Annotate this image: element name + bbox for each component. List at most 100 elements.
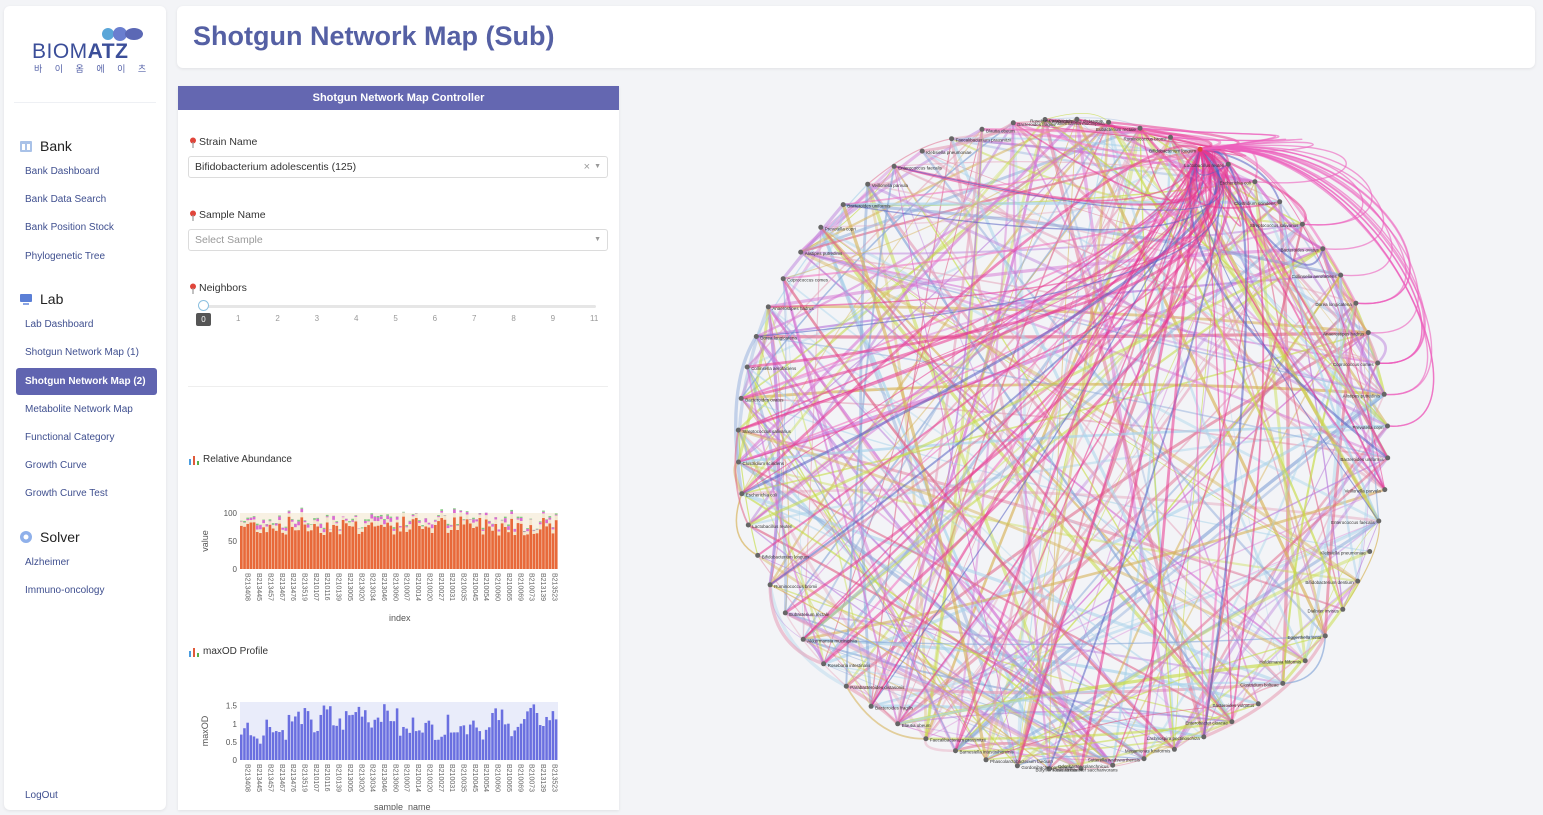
network-node[interactable] — [1042, 117, 1048, 122]
network-node[interactable] — [1255, 701, 1261, 707]
abundance-bar-segment — [246, 517, 250, 519]
chevron-down-icon[interactable]: ▼ — [594, 163, 601, 170]
maxod-bar — [357, 706, 361, 760]
network-node[interactable] — [1375, 360, 1381, 366]
sidebar-item-functional-category[interactable]: Functional Category — [25, 432, 115, 443]
network-node[interactable] — [1229, 719, 1235, 725]
network-node[interactable] — [738, 395, 744, 401]
abundance-bar-segment — [519, 516, 523, 518]
sample-name-select[interactable]: Select Sample ▼ — [188, 229, 608, 251]
network-node[interactable] — [1365, 330, 1371, 336]
network-node[interactable] — [1338, 272, 1344, 278]
network-node[interactable] — [1074, 116, 1080, 122]
network-node[interactable] — [1299, 221, 1305, 227]
neighbors-slider-handle[interactable] — [198, 300, 209, 311]
network-node[interactable] — [1201, 734, 1207, 740]
network-node[interactable] — [1010, 120, 1016, 126]
network-node[interactable] — [1197, 146, 1203, 152]
sidebar-item-growth-curve[interactable]: Growth Curve — [25, 460, 87, 471]
network-edge — [845, 685, 926, 740]
network-node[interactable] — [979, 126, 985, 132]
network-node[interactable] — [1280, 680, 1286, 686]
strain-name-select[interactable]: Bifidobacterium adolescentis (125) × ▼ — [188, 156, 608, 178]
sidebar-item-bank-position-stock[interactable]: Bank Position Stock — [25, 222, 114, 233]
sidebar-item-growth-curve-test[interactable]: Growth Curve Test — [25, 488, 108, 499]
network-node[interactable] — [1252, 179, 1258, 185]
network-node[interactable] — [1320, 246, 1326, 252]
abundance-bar-segment — [526, 528, 529, 532]
network-node-label: Gordonibacter pamelaeae — [1021, 765, 1074, 770]
abundance-bar-segment — [344, 518, 348, 521]
network-node[interactable] — [843, 683, 849, 689]
network-node[interactable] — [1376, 518, 1382, 524]
network-node[interactable] — [1046, 766, 1052, 772]
network-node[interactable] — [1322, 633, 1328, 639]
network-nodes[interactable]: Faecalibacterium prausnitzii Blautia obeu… — [735, 116, 1391, 773]
network-node[interactable] — [1277, 199, 1283, 205]
network-node[interactable] — [1137, 125, 1143, 131]
network-node[interactable] — [745, 522, 751, 528]
network-node[interactable] — [1302, 658, 1308, 664]
network-node[interactable] — [780, 276, 786, 282]
network-node[interactable] — [821, 661, 827, 667]
sidebar-item-immuno-oncology[interactable]: Immuno-oncology — [25, 585, 105, 596]
network-node[interactable] — [818, 224, 824, 230]
logout-link[interactable]: LogOut — [25, 790, 58, 801]
abundance-bar-segment — [360, 531, 364, 569]
network-node[interactable] — [949, 136, 955, 142]
network-edge — [1200, 147, 1429, 396]
network-node[interactable] — [767, 582, 773, 588]
network-node[interactable] — [753, 334, 759, 339]
network-node[interactable] — [983, 757, 989, 763]
network-node[interactable] — [782, 610, 788, 616]
network-node[interactable] — [1385, 455, 1391, 461]
network-node[interactable] — [736, 459, 741, 465]
maxod-bar — [348, 715, 351, 760]
network-node[interactable] — [744, 364, 750, 370]
network-node[interactable] — [1385, 423, 1390, 429]
network-node[interactable] — [895, 721, 901, 727]
network-node[interactable] — [919, 148, 925, 154]
network-node[interactable] — [891, 163, 897, 169]
network-node[interactable] — [765, 304, 771, 310]
sidebar-item-shotgun-network-map-1[interactable]: Shotgun Network Map (1) — [25, 347, 139, 358]
sidebar-item-lab-dashboard[interactable]: Lab Dashboard — [25, 319, 94, 330]
network-node[interactable] — [1110, 762, 1116, 768]
network-node[interactable] — [735, 427, 741, 433]
network-node[interactable] — [1367, 549, 1373, 554]
network-node[interactable] — [1141, 756, 1147, 762]
maxod-bar — [529, 707, 532, 760]
network-node[interactable] — [1078, 766, 1084, 771]
sidebar-item-bank-data-search[interactable]: Bank Data Search — [25, 194, 107, 205]
network-map-canvas[interactable]: Faecalibacterium prausnitzii Blautia obeu… — [628, 86, 1538, 810]
neighbors-slider-track[interactable] — [202, 305, 596, 308]
network-node[interactable] — [865, 181, 871, 187]
network-node[interactable] — [1225, 161, 1231, 167]
network-node[interactable] — [800, 636, 806, 642]
abundance-bar-segment — [300, 512, 304, 518]
logo[interactable]: BIOMATZ 바 이 옴 에 이 츠 — [4, 6, 166, 102]
network-node[interactable] — [1381, 391, 1387, 397]
sidebar-item-phylogenetic-tree[interactable]: Phylogenetic Tree — [25, 251, 106, 262]
network-node[interactable] — [923, 736, 929, 742]
network-node[interactable] — [840, 202, 846, 208]
sidebar-item-bank-dashboard[interactable]: Bank Dashboard — [25, 166, 100, 177]
network-node[interactable] — [1168, 134, 1173, 140]
sidebar-item-metabolite-network-map[interactable]: Metabolite Network Map — [25, 404, 133, 415]
network-node[interactable] — [953, 748, 958, 754]
sidebar-item-alzheimer[interactable]: Alzheimer — [25, 557, 70, 568]
clear-icon[interactable]: × — [583, 161, 590, 173]
network-node[interactable] — [1355, 578, 1361, 584]
network-node[interactable] — [868, 703, 874, 709]
network-node[interactable] — [755, 552, 761, 558]
chevron-down-icon[interactable]: ▼ — [594, 236, 601, 243]
network-node[interactable] — [1171, 746, 1177, 752]
network-node[interactable] — [1340, 606, 1346, 612]
network-node[interactable] — [798, 249, 804, 255]
sidebar-item-shotgun-network-map-2[interactable]: Shotgun Network Map (2) — [16, 368, 157, 395]
network-node[interactable] — [1382, 487, 1388, 493]
network-node[interactable] — [739, 491, 745, 497]
network-node[interactable] — [1353, 300, 1359, 306]
network-node[interactable] — [1106, 119, 1112, 125]
network-node[interactable] — [1014, 763, 1020, 769]
